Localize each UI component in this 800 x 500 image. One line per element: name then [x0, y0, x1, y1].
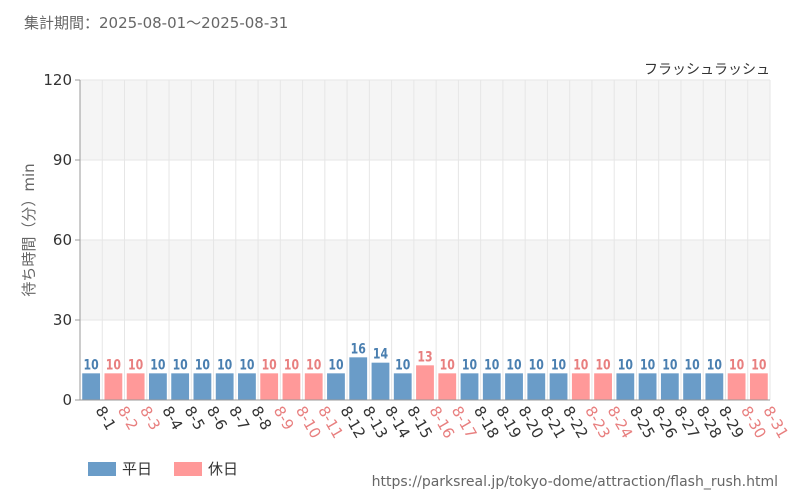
bar-8-27 — [660, 373, 679, 400]
plot-band — [80, 240, 770, 320]
legend-item-weekday[interactable]: 平日 — [88, 458, 152, 479]
value-label-8-20: 10 — [506, 356, 521, 373]
bar-8-26 — [638, 373, 657, 400]
legend-swatch-weekday — [88, 461, 116, 476]
value-label-8-1: 10 — [84, 356, 99, 373]
bar-8-30 — [727, 373, 746, 400]
value-label-8-23: 10 — [573, 356, 588, 373]
value-label-8-14: 14 — [373, 345, 388, 362]
x-tick-label-8-9: 8-9 — [270, 403, 298, 433]
plot-band — [80, 160, 770, 240]
value-label-8-27: 10 — [662, 356, 677, 373]
legend-swatch-holiday — [174, 461, 203, 476]
value-label-8-13: 16 — [351, 340, 366, 357]
value-label-8-28: 10 — [684, 356, 699, 373]
x-tick-label-8-1: 8-1 — [92, 403, 120, 433]
x-tick-label-8-7: 8-7 — [225, 403, 253, 433]
value-label-8-8: 10 — [239, 356, 254, 373]
value-label-8-18: 10 — [462, 356, 477, 373]
value-label-8-30: 10 — [729, 356, 744, 373]
bar-8-15 — [393, 373, 412, 400]
x-tick-labels: 8-18-28-38-48-58-68-78-88-98-108-118-128… — [92, 403, 792, 441]
chart-title: フラッシュラッシュ — [644, 62, 770, 78]
value-label-8-5: 10 — [173, 356, 188, 373]
y-tick-label: 120 — [43, 71, 72, 89]
bar-8-4 — [149, 373, 167, 400]
bar-8-12 — [327, 373, 345, 400]
value-label-8-12: 10 — [328, 356, 343, 373]
x-tick-label-8-6: 8-6 — [203, 403, 231, 433]
bar-8-13 — [349, 357, 368, 400]
bar-8-11 — [304, 373, 323, 400]
bar-8-31 — [749, 373, 768, 400]
bar-8-6 — [193, 373, 212, 400]
value-label-8-7: 10 — [217, 356, 232, 373]
value-label-8-10: 10 — [284, 356, 299, 373]
bar-8-1 — [82, 373, 101, 400]
bar-8-8 — [238, 373, 256, 400]
bar-8-25 — [616, 373, 635, 400]
value-label-8-24: 10 — [595, 356, 610, 373]
x-tick-label-8-4: 8-4 — [158, 403, 186, 433]
y-tick-label: 0 — [62, 391, 72, 409]
bar-8-28 — [683, 373, 701, 400]
value-labels: 10 10 10 10 10 10 10 10 10 10 10 10 16 14 10 13 10 10 10 10… — [84, 340, 767, 373]
bar-8-18 — [460, 373, 479, 400]
x-tick-label-8-3: 8-3 — [136, 403, 164, 433]
bar-8-9 — [260, 373, 279, 400]
y-axis-label: 待ち時間（分）min — [20, 163, 38, 296]
value-label-8-22: 10 — [551, 356, 566, 373]
bar-8-21 — [527, 373, 546, 400]
period-label: 集計期間：2025-08-01～2025-08-31 — [24, 14, 289, 32]
legend-label-weekday: 平日 — [122, 460, 153, 478]
x-tick-label-8-8: 8-8 — [247, 403, 275, 433]
x-tick-label-8-2: 8-2 — [114, 403, 142, 433]
bar-8-24 — [594, 373, 612, 400]
value-label-8-29: 10 — [707, 356, 722, 373]
value-label-8-2: 10 — [106, 356, 121, 373]
source-url: https://parksreal.jp/tokyo-dome/attracti… — [371, 474, 778, 490]
value-label-8-31: 10 — [751, 356, 766, 373]
value-label-8-25: 10 — [618, 356, 633, 373]
legend-item-holiday[interactable]: 休日 — [174, 458, 238, 479]
bar-8-2 — [104, 373, 123, 400]
value-label-8-3: 10 — [128, 356, 143, 373]
value-label-8-21: 10 — [529, 356, 544, 373]
bar-8-22 — [549, 373, 568, 400]
bar-8-16 — [416, 365, 434, 400]
y-tick-label: 90 — [53, 151, 72, 169]
value-label-8-16: 13 — [417, 348, 432, 365]
value-label-8-19: 10 — [484, 356, 499, 373]
legend-label-holiday: 休日 — [208, 460, 239, 478]
value-label-8-11: 10 — [306, 356, 321, 373]
bar-8-20 — [505, 373, 523, 400]
bar-8-19 — [482, 373, 501, 400]
bar-8-10 — [282, 373, 301, 400]
value-label-8-6: 10 — [195, 356, 210, 373]
value-label-8-17: 10 — [440, 356, 455, 373]
value-label-8-26: 10 — [640, 356, 655, 373]
plot-band — [80, 80, 770, 160]
value-label-8-4: 10 — [150, 356, 165, 373]
y-tick-label: 60 — [53, 231, 72, 249]
bar-8-29 — [705, 373, 724, 400]
x-tick-label-8-5: 8-5 — [181, 403, 209, 433]
bar-8-5 — [171, 373, 190, 400]
bar-8-14 — [371, 362, 390, 400]
bars — [82, 357, 768, 400]
bar-8-7 — [215, 373, 234, 400]
legend: 平日 休日 — [88, 458, 238, 479]
y-tick-label: 30 — [53, 311, 72, 329]
value-label-8-9: 10 — [262, 356, 277, 373]
bar-8-23 — [571, 373, 590, 400]
bar-8-3 — [126, 373, 145, 400]
y-tick-labels: 0 30 60 90 120 — [43, 71, 72, 409]
bar-8-17 — [438, 373, 457, 400]
value-label-8-15: 10 — [395, 356, 410, 373]
